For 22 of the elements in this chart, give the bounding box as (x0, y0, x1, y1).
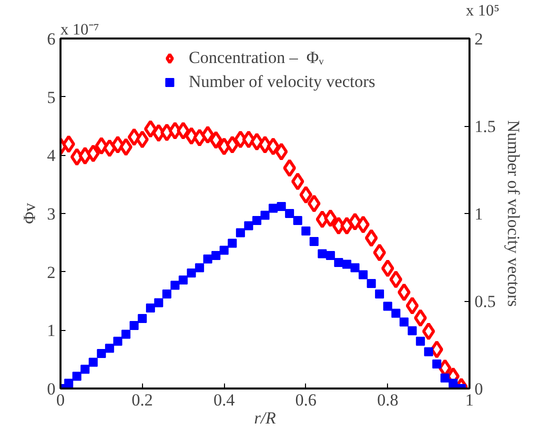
text: x 10⁵ (466, 2, 500, 20)
x-tick-label: 0.8 (377, 390, 398, 410)
y2-tick-label: 1 (474, 204, 483, 224)
y-tick-label: 3 (47, 204, 56, 224)
legend-label: Number of velocity vectors (188, 72, 376, 92)
x-axis-title: r/R (254, 408, 276, 428)
y-tick-label: 2 (47, 262, 56, 282)
legend-label: Concentration – Φᵥ (188, 48, 324, 68)
y2-tick-label: 2 (474, 30, 483, 48)
y2-axis-title: Number of velocity vectors (504, 120, 523, 307)
y-tick-label: 5 (47, 88, 56, 107)
y-tick-label: 1 (47, 321, 56, 340)
x-tick-label: 0.2 (132, 390, 153, 410)
x-tick-label: 0.6 (295, 390, 317, 410)
y-axis-title: Φv (20, 202, 39, 224)
y-tick-label: 6 (47, 30, 56, 48)
y2-tick-label: 0.5 (474, 292, 496, 311)
y2-tick-label: 1.5 (474, 117, 496, 136)
x-tick-label: 1 (465, 390, 474, 410)
annotation: x 10⁻⁷ (60, 22, 100, 38)
y-tick-label: 4 (47, 146, 56, 166)
x-tick-label: 0.4 (213, 390, 236, 410)
